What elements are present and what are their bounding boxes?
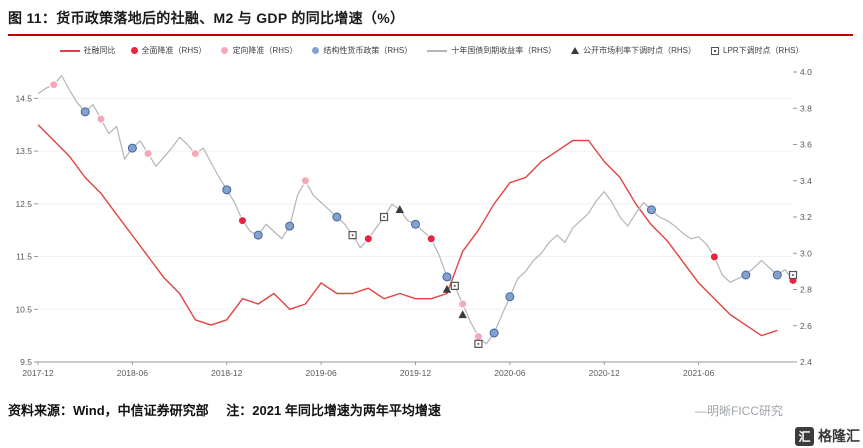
- cgb10y-yield-line: [37, 75, 794, 345]
- marker-structural-policy: [741, 270, 751, 280]
- legend-label-broad-rrr-cut: 全面降准（RHS）: [141, 46, 207, 55]
- marker-structural-policy: [253, 230, 263, 240]
- marker-structural-policy: [222, 185, 232, 195]
- shr-yoy-line: [37, 124, 778, 337]
- marker-structural-policy: [489, 328, 499, 338]
- marker-targeted-rrr-cut: [143, 149, 153, 159]
- marker-broad-rrr-cut: [237, 216, 247, 226]
- y-right-tick-label: 4.0: [800, 67, 812, 77]
- source-note-line: 资料来源：Wind，中信证券研究部 注：2021 年同比增速为两年平均增速: [8, 400, 441, 419]
- marker-structural-policy: [332, 212, 342, 222]
- marker-lpr-cut-dot: [477, 342, 480, 345]
- gelonghui-logo-icon: 汇: [795, 426, 814, 446]
- broad-rrr-cut-symbol-icon: [130, 47, 138, 54]
- marker-structural-policy: [505, 292, 515, 302]
- marker-broad-rrr-cut: [709, 252, 719, 262]
- x-tick-label: 2017-12: [22, 368, 53, 378]
- marker-structural-policy: [442, 272, 452, 282]
- legend-label-structural-policy: 结构性货币政策（RHS）: [323, 46, 413, 55]
- cgb10y-yield-symbol-icon: [427, 49, 448, 52]
- marker-targeted-rrr-cut: [473, 332, 483, 342]
- report-header: 图 11：货币政策落地后的社融、M2 与 GDP 的同比增速（%）: [0, 0, 863, 36]
- marker-broad-rrr-cut: [426, 234, 436, 244]
- legend-label-lpr-cut: LPR下调时点（RHS）: [723, 46, 804, 55]
- marker-targeted-rrr-cut: [300, 176, 310, 186]
- marker-structural-policy: [646, 205, 656, 215]
- legend-item-targeted-rrr-cut: 定向降准（RHS）: [221, 45, 297, 56]
- y-left-tick-label: 12.5: [15, 199, 32, 209]
- marker-lpr-cut-dot: [453, 284, 456, 287]
- omo-rate-cut-symbol-icon: [571, 47, 580, 54]
- legend-item-shr-yoy: 社融同比: [59, 45, 116, 56]
- y-right-tick-label: 2.6: [800, 321, 812, 331]
- marker-omo-rate-cut: [395, 205, 404, 213]
- y-right-tick-label: 3.8: [800, 103, 812, 113]
- marker-targeted-rrr-cut: [96, 114, 106, 124]
- y-right-tick-label: 3.4: [800, 176, 812, 186]
- y-right-tick-label: 3.2: [800, 212, 812, 222]
- marker-lpr-cut-dot: [351, 234, 354, 237]
- legend-item-omo-rate-cut: 公开市场利率下调时点（RHS）: [571, 45, 696, 56]
- x-tick-label: 2018-12: [211, 368, 242, 378]
- marker-lpr-cut-dot: [792, 274, 794, 276]
- legend-label-targeted-rrr-cut: 定向降准（RHS）: [232, 46, 298, 55]
- y-left-tick-label: 10.5: [15, 304, 32, 314]
- legend-label-cgb10y-yield: 十年国债到期收益率（RHS）: [451, 46, 557, 55]
- watermark-text: —明晰FICC研究: [695, 404, 783, 418]
- y-right-tick-label: 2.8: [800, 285, 812, 295]
- y-left-tick-label: 13.5: [15, 146, 32, 156]
- x-tick-label: 2021-06: [683, 368, 714, 378]
- marker-targeted-rrr-cut: [458, 299, 468, 309]
- legend-item-broad-rrr-cut: 全面降准（RHS）: [130, 45, 207, 56]
- legend-item-structural-policy: 结构性货币政策（RHS）: [312, 45, 412, 56]
- structural-policy-symbol-icon: [312, 47, 320, 54]
- shr-yoy-symbol-icon: [59, 49, 80, 52]
- gelonghui-logo: 汇 格隆汇: [795, 426, 860, 446]
- x-tick-label: 2019-06: [306, 368, 337, 378]
- marker-structural-policy: [772, 270, 782, 280]
- x-tick-label: 2020-12: [589, 368, 620, 378]
- x-tick-label: 2019-12: [400, 368, 431, 378]
- marker-targeted-rrr-cut: [49, 80, 59, 90]
- legend-label-omo-rate-cut: 公开市场利率下调时点（RHS）: [583, 46, 696, 55]
- marker-omo-rate-cut: [442, 284, 452, 293]
- note-text: 注：2021 年同比增速为两年平均增速: [226, 403, 441, 418]
- report-footer: 资料来源：Wind，中信证券研究部 注：2021 年同比增速为两年平均增速 —明…: [0, 392, 863, 419]
- title-rule: [8, 34, 853, 36]
- marker-broad-rrr-cut: [363, 234, 373, 244]
- gelonghui-logo-text: 格隆汇: [818, 428, 860, 444]
- y-left-tick-label: 9.5: [20, 357, 32, 367]
- figure-title: 图 11：货币政策落地后的社融、M2 与 GDP 的同比增速（%）: [8, 10, 405, 26]
- chart-legend: 社融同比 全面降准（RHS） 定向降准（RHS） 结构性货币政策（RHS） 十年国债到期…: [0, 45, 863, 56]
- x-tick-label: 2020-06: [494, 368, 525, 378]
- y-left-tick-label: 14.5: [15, 93, 32, 103]
- y-right-tick-label: 3.0: [800, 248, 812, 258]
- marker-structural-policy: [411, 219, 420, 229]
- y-right-tick-label: 2.4: [800, 357, 812, 367]
- marker-lpr-cut-dot: [383, 216, 386, 218]
- marker-targeted-rrr-cut: [190, 149, 200, 159]
- legend-item-cgb10y-yield: 十年国债到期收益率（RHS）: [427, 45, 556, 56]
- marker-structural-policy: [127, 143, 137, 153]
- chart-canvas: 9.5 10.5 11.5 12.5 13.5 14.5 2.4 2.6 2.8 3.0 3.2 3.…: [15, 67, 812, 378]
- marker-structural-policy: [80, 107, 90, 117]
- marker-structural-policy: [285, 221, 295, 231]
- x-tick-label: 2018-06: [117, 368, 148, 378]
- y-left-tick-label: 11.5: [16, 252, 32, 262]
- marker-omo-rate-cut: [458, 310, 467, 319]
- lpr-cut-symbol-icon: [711, 46, 719, 55]
- y-right-tick-label: 3.6: [800, 140, 812, 150]
- legend-label-shr-yoy: 社融同比: [83, 46, 116, 55]
- targeted-rrr-cut-symbol-icon: [221, 47, 229, 54]
- source-text: 资料来源：Wind，中信证券研究部: [8, 403, 209, 418]
- legend-item-lpr-cut: LPR下调时点（RHS）: [711, 45, 803, 56]
